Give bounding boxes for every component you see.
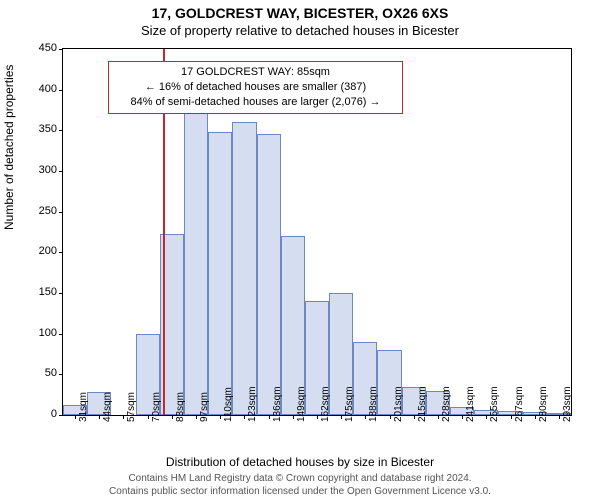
xtick-label: 136sqm: [272, 386, 283, 422]
page-title: 17, GOLDCREST WAY, BICESTER, OX26 6XS: [0, 0, 600, 22]
x-axis-label: Distribution of detached houses by size …: [0, 455, 600, 469]
xtick-label: 175sqm: [344, 386, 355, 422]
ytick-mark: [59, 212, 63, 213]
xtick-label: 280sqm: [538, 386, 549, 422]
ytick-label: 0: [51, 408, 57, 420]
xtick-label: 201sqm: [393, 386, 404, 422]
xtick-mark: [293, 415, 294, 419]
xtick-label: 188sqm: [368, 386, 379, 422]
ytick-label: 100: [39, 327, 57, 339]
xtick-mark: [172, 415, 173, 419]
xtick-mark: [390, 415, 391, 419]
xtick-label: 293sqm: [562, 386, 573, 422]
xtick-mark: [559, 415, 560, 419]
histogram-bar: [208, 132, 232, 415]
xtick-mark: [414, 415, 415, 419]
xtick-mark: [365, 415, 366, 419]
callout-line: 17 GOLDCREST WAY: 85sqm: [115, 65, 396, 80]
xtick-label: 97sqm: [199, 392, 210, 422]
ytick-label: 400: [39, 83, 57, 95]
xtick-mark: [75, 415, 76, 419]
ytick-mark: [59, 334, 63, 335]
xtick-label: 215sqm: [417, 386, 428, 422]
xtick-mark: [148, 415, 149, 419]
xtick-label: 83sqm: [175, 392, 186, 422]
xtick-label: 123sqm: [247, 386, 258, 422]
ytick-mark: [59, 293, 63, 294]
ytick-mark: [59, 374, 63, 375]
ytick-mark: [59, 415, 63, 416]
xtick-mark: [535, 415, 536, 419]
ytick-label: 450: [39, 42, 57, 54]
xtick-label: 44sqm: [102, 392, 113, 422]
chart-plot-area: 17 GOLDCREST WAY: 85sqm← 16% of detached…: [62, 48, 572, 416]
xtick-mark: [438, 415, 439, 419]
xtick-mark: [244, 415, 245, 419]
xtick-label: 110sqm: [223, 387, 234, 422]
attribution-text: Contains HM Land Registry data © Crown c…: [0, 473, 600, 498]
histogram-bar: [184, 110, 208, 415]
callout-line: 84% of semi-detached houses are larger (…: [115, 95, 396, 110]
xtick-mark: [99, 415, 100, 419]
callout-line: ← 16% of detached houses are smaller (38…: [115, 80, 396, 95]
ytick-mark: [59, 171, 63, 172]
histogram-bar: [257, 134, 281, 415]
xtick-label: 31sqm: [78, 392, 89, 422]
ytick-mark: [59, 49, 63, 50]
attribution-line-1: Contains HM Land Registry data © Crown c…: [0, 473, 600, 486]
xtick-label: 162sqm: [320, 386, 331, 422]
xtick-mark: [462, 415, 463, 419]
ytick-label: 150: [39, 286, 57, 298]
xtick-mark: [123, 415, 124, 419]
xtick-label: 70sqm: [151, 392, 162, 422]
page-subtitle: Size of property relative to detached ho…: [0, 23, 600, 38]
y-axis-label: Number of detached properties: [2, 65, 16, 230]
ytick-label: 250: [39, 205, 57, 217]
xtick-mark: [317, 415, 318, 419]
ytick-mark: [59, 90, 63, 91]
xtick-mark: [220, 415, 221, 419]
xtick-mark: [486, 415, 487, 419]
xtick-label: 57sqm: [126, 392, 137, 422]
attribution-line-2: Contains public sector information licen…: [0, 486, 600, 499]
ytick-label: 350: [39, 123, 57, 135]
xtick-mark: [511, 415, 512, 419]
xtick-label: 255sqm: [489, 386, 500, 422]
xtick-label: 149sqm: [296, 386, 307, 422]
histogram-bar: [232, 122, 256, 415]
ytick-mark: [59, 252, 63, 253]
ytick-label: 50: [45, 367, 57, 379]
ytick-label: 300: [39, 164, 57, 176]
ytick-label: 200: [39, 245, 57, 257]
xtick-label: 267sqm: [514, 386, 525, 422]
xtick-label: 241sqm: [465, 386, 476, 422]
ytick-mark: [59, 130, 63, 131]
xtick-mark: [269, 415, 270, 419]
callout-box: 17 GOLDCREST WAY: 85sqm← 16% of detached…: [108, 61, 403, 114]
xtick-mark: [341, 415, 342, 419]
xtick-mark: [196, 415, 197, 419]
xtick-label: 228sqm: [441, 386, 452, 422]
